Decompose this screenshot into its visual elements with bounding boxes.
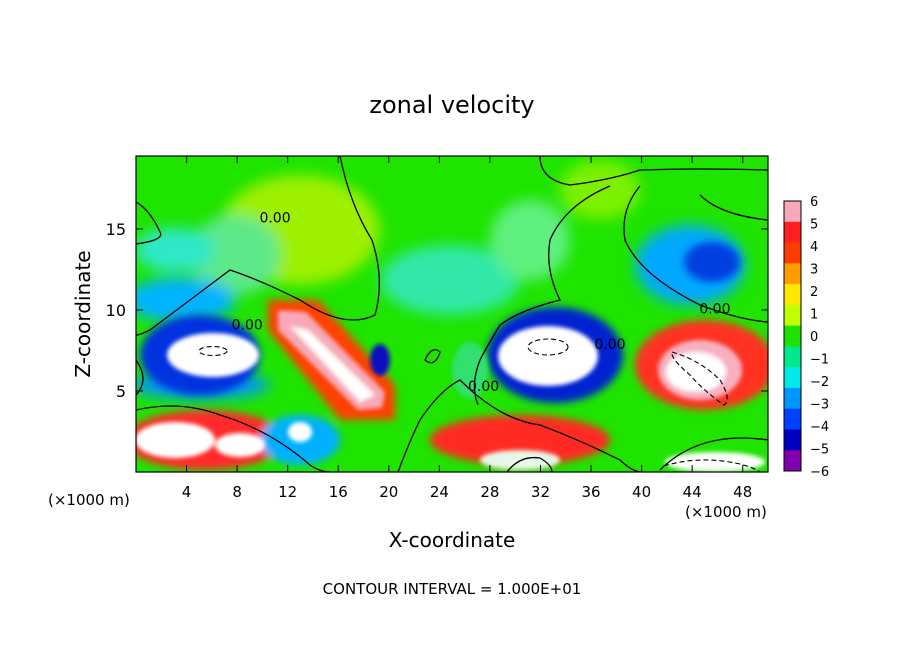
colorbar-swatch bbox=[784, 408, 801, 430]
colorbar-label: −2 bbox=[810, 375, 829, 390]
colorbar-label: 4 bbox=[810, 240, 818, 255]
colorbar-label: −5 bbox=[810, 443, 829, 458]
contour-label: 0.00 bbox=[468, 379, 499, 395]
colorbar-label: −1 bbox=[810, 353, 829, 368]
colorbar-frame bbox=[783, 200, 802, 472]
y-tick-label: 10 bbox=[106, 301, 126, 320]
x-tick-label: 20 bbox=[379, 483, 398, 501]
y-tick-label: 15 bbox=[106, 220, 126, 239]
colorbar-swatch bbox=[784, 201, 801, 223]
x-tick-label: 40 bbox=[632, 483, 651, 501]
colorbar-label: 6 bbox=[810, 195, 818, 210]
contour-interval-note: CONTOUR INTERVAL = 1.000E+01 bbox=[323, 580, 582, 598]
colorbar-label: 2 bbox=[810, 285, 818, 300]
colorbar: 6 5 4 3 2 1 0 −1 −2 −3 −4 −5 −6 bbox=[783, 195, 829, 480]
colorbar-label: 3 bbox=[810, 263, 818, 278]
colorbar-label: −4 bbox=[810, 420, 829, 435]
x-tick-label: 24 bbox=[430, 483, 449, 501]
colorbar-swatch bbox=[784, 367, 801, 389]
contour-label: 0.00 bbox=[232, 318, 263, 334]
x-unit-label-left: (×1000 m) bbox=[48, 491, 130, 509]
x-tick-label: 28 bbox=[480, 483, 499, 501]
y-tick-label: 5 bbox=[116, 382, 126, 401]
x-tick-label: 32 bbox=[531, 483, 550, 501]
x-tick-label: 8 bbox=[232, 483, 242, 501]
heatmap-field bbox=[136, 156, 768, 472]
colorbar-swatch bbox=[784, 429, 801, 451]
chart-title: zonal velocity bbox=[369, 91, 534, 119]
colorbar-swatch bbox=[784, 242, 801, 264]
y-axis: 5 10 15 bbox=[106, 220, 768, 401]
colorbar-swatch bbox=[784, 263, 801, 285]
colorbar-swatch bbox=[784, 387, 801, 410]
x-tick-label: 16 bbox=[329, 483, 348, 501]
colorbar-swatch bbox=[784, 304, 801, 327]
x-axis: 4 8 12 16 20 24 28 32 36 40 44 48 bbox=[182, 156, 752, 501]
colorbar-label: −6 bbox=[810, 465, 829, 480]
y-axis-title: Z-coordinate bbox=[71, 250, 95, 377]
colorbar-label: 5 bbox=[810, 218, 818, 233]
contour-labels: 0.00 0.00 0.00 0.00 0.00 bbox=[232, 211, 731, 396]
colorbar-swatch bbox=[784, 221, 801, 244]
colorbar-swatch bbox=[784, 325, 801, 347]
x-axis-title: X-coordinate bbox=[389, 528, 516, 552]
colorbar-swatch bbox=[784, 450, 801, 472]
contour-label: 0.00 bbox=[259, 211, 290, 227]
contour-label: 0.00 bbox=[594, 337, 625, 353]
x-unit-label-right: (×1000 m) bbox=[685, 503, 767, 521]
x-tick-label: 36 bbox=[581, 483, 600, 501]
x-tick-label: 48 bbox=[733, 483, 752, 501]
x-tick-label: 44 bbox=[683, 483, 702, 501]
x-tick-label: 4 bbox=[182, 483, 192, 501]
contour-label: 0.00 bbox=[699, 301, 730, 317]
colorbar-label: 1 bbox=[810, 308, 818, 323]
colorbar-label: 0 bbox=[810, 330, 818, 345]
colorbar-label: −3 bbox=[810, 398, 829, 413]
x-tick-label: 12 bbox=[278, 483, 297, 501]
colorbar-swatch bbox=[784, 346, 801, 368]
plot-frame bbox=[135, 155, 769, 473]
colorbar-swatch bbox=[784, 284, 801, 306]
